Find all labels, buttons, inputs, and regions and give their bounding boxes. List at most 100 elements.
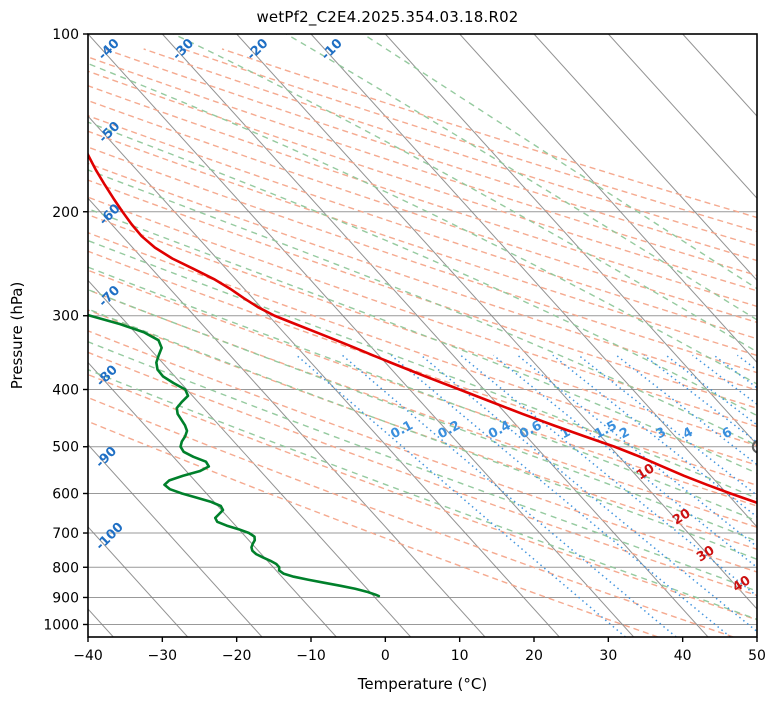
isotherm-label: -40 xyxy=(96,36,123,63)
moist-adiabat xyxy=(88,288,757,542)
x-axis-title: Temperature (°C) xyxy=(357,675,487,693)
moist-adiabat xyxy=(88,62,757,385)
dry-adiabat xyxy=(88,269,757,507)
profile-temperature xyxy=(88,151,757,505)
mixing-ratio-label: 0.1 xyxy=(388,418,415,442)
dry-adiabat xyxy=(143,48,757,247)
isotherm xyxy=(88,115,560,637)
isotherm xyxy=(88,34,635,637)
moist-adiabat xyxy=(88,266,757,522)
dry-adiabat xyxy=(88,351,757,597)
y-axis-title: Pressure (hPa) xyxy=(8,282,26,390)
mixing-ratio-line xyxy=(517,354,757,548)
dry-adiabat xyxy=(88,289,757,529)
dry-adiabat xyxy=(88,146,757,374)
moist-adiabat xyxy=(88,169,757,447)
mixing-ratio-line xyxy=(420,354,757,633)
mixing-ratio-line xyxy=(341,354,677,637)
y-tick-label: 400 xyxy=(52,383,79,399)
y-tick-label: 700 xyxy=(52,526,79,542)
isotherm xyxy=(88,279,412,637)
y-tick-label: 1000 xyxy=(43,617,79,633)
y-tick-label: 300 xyxy=(52,309,79,325)
dry-adiabat xyxy=(88,330,757,573)
y-tick-label: 100 xyxy=(52,27,79,43)
y-tick-label: 200 xyxy=(52,205,79,221)
dry-adiabat xyxy=(88,396,734,637)
isotherm xyxy=(310,34,757,528)
x-tick-label: −40 xyxy=(73,648,103,664)
moist-adiabat xyxy=(285,34,757,321)
moist-adiabat xyxy=(88,208,757,475)
dry-adiabat xyxy=(88,309,757,551)
isotherm xyxy=(88,443,263,637)
dry-adiabat xyxy=(88,130,757,357)
isotherm-label: -80 xyxy=(94,363,121,390)
profile-lines xyxy=(88,151,757,598)
y-tick-label: 900 xyxy=(52,590,79,606)
isotherm xyxy=(88,526,189,637)
mixing-ratio-label: 4 xyxy=(681,425,696,442)
isotherm xyxy=(88,197,486,637)
x-tick-label: 50 xyxy=(748,648,766,664)
isotherm-label: -20 xyxy=(244,36,271,63)
dry-adiabat xyxy=(88,250,757,487)
grid-lines xyxy=(88,34,775,637)
mixing-ratio-line xyxy=(493,354,757,569)
dry-adiabat xyxy=(88,196,757,428)
mixing-ratio-line xyxy=(390,354,731,637)
isotherm xyxy=(161,34,709,637)
dry-adiabat xyxy=(104,48,757,262)
isotherm xyxy=(88,361,337,637)
dry-adiabat xyxy=(88,162,757,391)
moist-adiabat xyxy=(173,34,757,353)
mixing-ratio-label: 0.4 xyxy=(486,418,513,442)
dry-adiabat xyxy=(88,85,757,308)
x-tick-label: −30 xyxy=(148,648,178,664)
y-tick-label: 800 xyxy=(52,560,79,576)
plot-frame xyxy=(87,33,758,638)
isotherm xyxy=(607,34,757,200)
profile-dewpoint xyxy=(88,313,381,598)
dry-adiabat-label: 20 xyxy=(670,506,693,528)
mixing-ratio-label: 2 xyxy=(617,425,632,442)
isotherm xyxy=(533,34,757,282)
moist-adiabat xyxy=(88,368,757,621)
isotherm xyxy=(682,34,757,117)
dry-adiabat-label: 10 xyxy=(634,461,657,483)
x-tick-label: 10 xyxy=(451,648,469,664)
mixing-ratio-line xyxy=(761,355,775,637)
isotherm xyxy=(756,34,757,35)
y-tick-label: 600 xyxy=(52,486,79,502)
x-tick-label: 0 xyxy=(381,648,390,664)
dry-adiabat xyxy=(88,373,757,621)
x-tick-label: 40 xyxy=(674,648,692,664)
x-tick-label: −20 xyxy=(222,648,252,664)
x-tick-label: −10 xyxy=(296,648,326,664)
moist-adiabat xyxy=(362,34,757,290)
moist-adiabat xyxy=(88,239,757,500)
dry-adiabat xyxy=(88,420,659,637)
isotherm xyxy=(384,34,757,446)
isotherm xyxy=(459,34,757,364)
dry-adiabat xyxy=(88,213,757,447)
isotherm-label: -90 xyxy=(93,444,120,471)
moist-adiabat xyxy=(88,341,757,592)
dry-adiabat xyxy=(88,231,757,466)
isotherm-label: -70 xyxy=(96,283,123,310)
mixing-ratio-line xyxy=(578,354,757,497)
x-tick-label: 30 xyxy=(599,648,617,664)
page-title: wetPf2_C2E4.2025.354.03.18.R02 xyxy=(256,8,519,26)
zero-degree-marker xyxy=(751,439,757,454)
dry-adiabat xyxy=(88,99,757,324)
isotherm-label: -100 xyxy=(93,520,127,554)
dry-adiabat xyxy=(88,179,757,409)
y-tick-label: 500 xyxy=(52,440,79,456)
mixing-ratio-line xyxy=(692,354,757,406)
isotherm-label: -10 xyxy=(319,36,346,63)
isotherm xyxy=(236,34,757,610)
mixing-ratio-line xyxy=(296,354,626,637)
